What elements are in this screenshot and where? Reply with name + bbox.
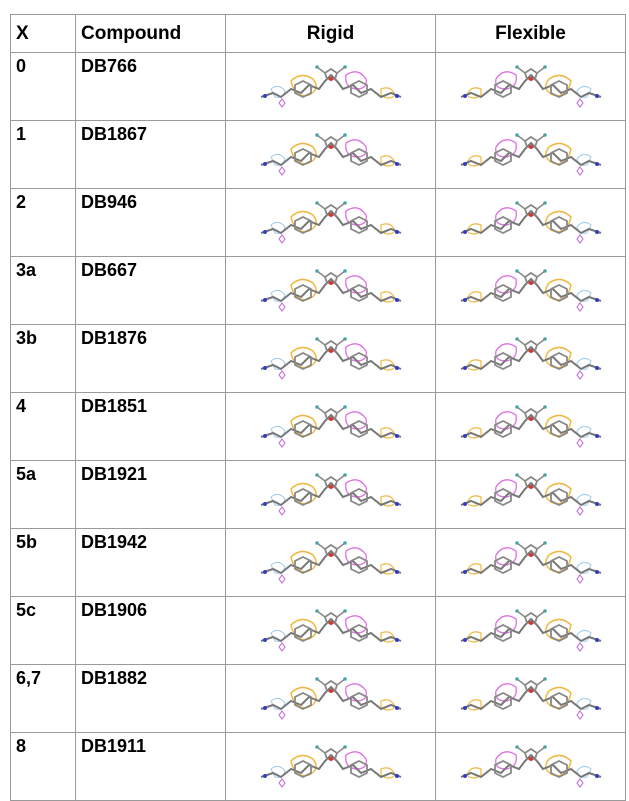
table-cell: 6,7	[11, 665, 76, 733]
table-cell: 3a	[11, 257, 76, 325]
molecule-image	[446, 461, 616, 519]
molecule-image	[246, 529, 416, 587]
flexible-image-cell	[436, 461, 626, 529]
molecule-image	[446, 257, 616, 315]
rigid-image-cell	[226, 53, 436, 121]
molecule-image	[446, 393, 616, 451]
flexible-image-cell	[436, 257, 626, 325]
table-cell: DB1921	[76, 461, 226, 529]
table-cell: 5b	[11, 529, 76, 597]
table-cell: 2	[11, 189, 76, 257]
flexible-image-cell	[436, 53, 626, 121]
table-cell: DB1882	[76, 665, 226, 733]
table-cell: 0	[11, 53, 76, 121]
header-cell: Rigid	[226, 15, 436, 53]
molecule-image	[446, 325, 616, 383]
table-cell: DB1851	[76, 393, 226, 461]
flexible-image-cell	[436, 325, 626, 393]
molecule-image	[246, 257, 416, 315]
molecule-image	[446, 665, 616, 723]
rigid-image-cell	[226, 733, 436, 801]
header-row: X Compound Rigid Flexible	[11, 15, 626, 53]
flexible-image-cell	[436, 529, 626, 597]
table-cell: DB1906	[76, 597, 226, 665]
rigid-image-cell	[226, 597, 436, 665]
flexible-image-cell	[436, 189, 626, 257]
header-cell: Flexible	[436, 15, 626, 53]
header-cell: X	[11, 15, 76, 53]
flexible-image-cell	[436, 121, 626, 189]
table-cell: 8	[11, 733, 76, 801]
flexible-image-cell	[436, 733, 626, 801]
table-cell: DB667	[76, 257, 226, 325]
rigid-image-cell	[226, 257, 436, 325]
table-cell: DB1942	[76, 529, 226, 597]
rigid-image-cell	[226, 393, 436, 461]
table-cell: 1	[11, 121, 76, 189]
rigid-image-cell	[226, 325, 436, 393]
rigid-image-cell	[226, 121, 436, 189]
table-cell: 5a	[11, 461, 76, 529]
molecule-image	[446, 529, 616, 587]
rigid-image-cell	[226, 529, 436, 597]
table-cell: 3b	[11, 325, 76, 393]
table-cell: DB1911	[76, 733, 226, 801]
header-cell: Compound	[76, 15, 226, 53]
rigid-image-cell	[226, 461, 436, 529]
table-cell: DB1867	[76, 121, 226, 189]
table-cell: DB766	[76, 53, 226, 121]
rigid-image-cell	[226, 665, 436, 733]
flexible-image-cell	[436, 665, 626, 733]
molecule-image	[246, 733, 416, 791]
molecule-image	[246, 393, 416, 451]
molecule-image	[246, 665, 416, 723]
molecule-image	[446, 53, 616, 111]
table-cell: DB1876	[76, 325, 226, 393]
flexible-image-cell	[436, 597, 626, 665]
table-cell: 4	[11, 393, 76, 461]
molecule-image	[446, 733, 616, 791]
molecule-image	[246, 53, 416, 111]
molecule-image	[246, 597, 416, 655]
table-cell: 5c	[11, 597, 76, 665]
molecule-image	[246, 461, 416, 519]
flexible-image-cell	[436, 393, 626, 461]
molecule-image	[246, 189, 416, 247]
molecule-image	[446, 121, 616, 179]
molecule-image	[246, 121, 416, 179]
page: {"table":{"header":["X","Compound","Rigi…	[0, 0, 629, 774]
rigid-image-cell	[226, 189, 436, 257]
molecule-image	[246, 325, 416, 383]
molecule-image	[446, 597, 616, 655]
molecule-image	[446, 189, 616, 247]
table-cell: DB946	[76, 189, 226, 257]
